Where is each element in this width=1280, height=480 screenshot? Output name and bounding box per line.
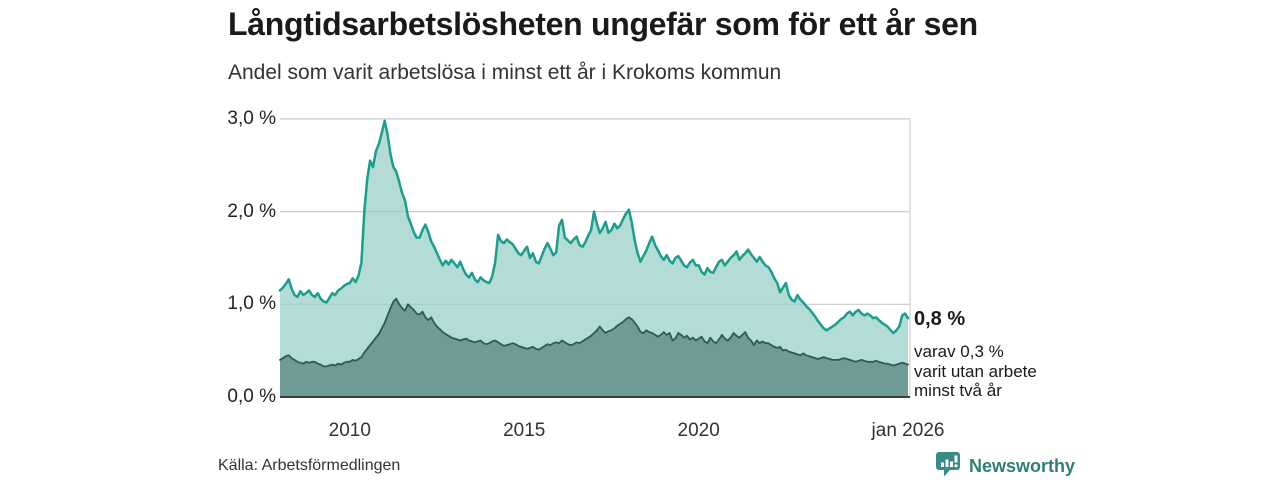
y-tick-label: 1,0 % bbox=[227, 293, 276, 315]
chart-title: Långtidsarbetslösheten ungefär som för e… bbox=[228, 6, 978, 42]
end-note-label: varav 0,3 % varit utan arbete minst två … bbox=[914, 342, 1037, 400]
x-tick-label: jan 2026 bbox=[871, 420, 945, 441]
end-value-label: 0,8 % bbox=[914, 308, 966, 330]
y-tick-label: 0,0 % bbox=[227, 386, 276, 407]
chart-subtitle: Andel som varit arbetslösa i minst ett å… bbox=[228, 61, 782, 84]
y-tick-label: 2,0 % bbox=[227, 200, 276, 222]
x-tick-label: 2010 bbox=[328, 420, 371, 441]
newsworthy-logo-link[interactable]: Newsworthy bbox=[934, 450, 1075, 480]
y-tick-label: 3,0 % bbox=[227, 107, 276, 129]
x-tick-label: 2015 bbox=[503, 420, 546, 441]
newsworthy-logo-icon bbox=[934, 450, 962, 480]
source-label: Källa: Arbetsförmedlingen bbox=[218, 457, 401, 474]
x-tick-label: 2020 bbox=[677, 420, 720, 441]
newsworthy-logo-text: Newsworthy bbox=[969, 456, 1076, 476]
